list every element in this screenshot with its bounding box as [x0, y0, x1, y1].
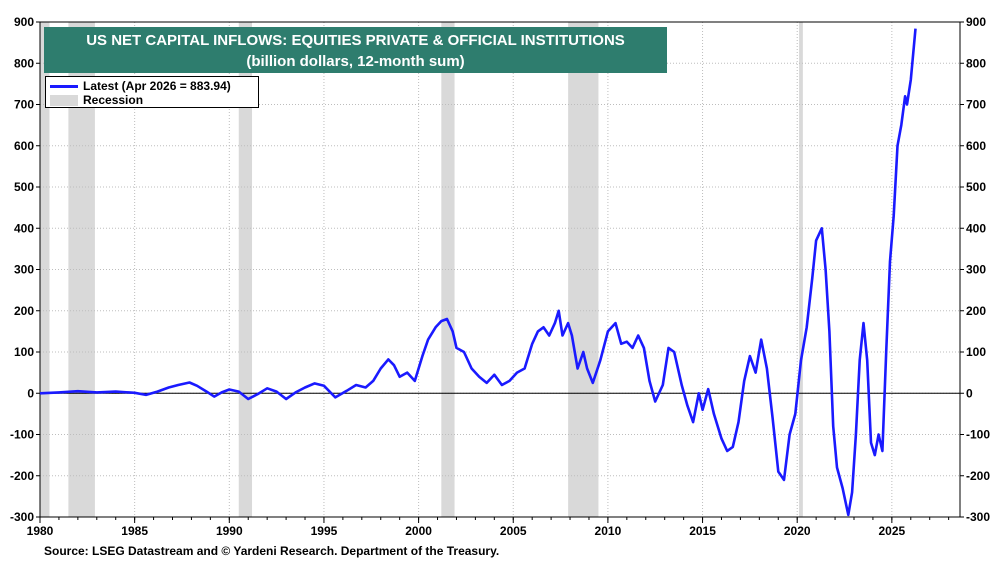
y-tick-label: 100 [14, 345, 34, 359]
y-tick-label-right: 600 [966, 139, 986, 153]
x-tick-label: 2020 [784, 524, 811, 538]
y-tick-label: 600 [14, 139, 34, 153]
y-tick-label: -300 [10, 510, 34, 524]
legend-series-label: Latest (Apr 2026 = 883.94) [83, 79, 231, 93]
legend-line-swatch [50, 84, 78, 88]
y-tick-label-right: 800 [966, 56, 986, 70]
source-note: Source: LSEG Datastream and © Yardeni Re… [44, 544, 500, 558]
y-tick-label: -200 [10, 469, 34, 483]
y-tick-label: -100 [10, 428, 34, 442]
y-tick-label-right: -100 [966, 428, 990, 442]
legend-recession-label: Recession [83, 93, 144, 107]
y-tick-label-right: 100 [966, 345, 986, 359]
legend-recession-swatch [50, 94, 78, 106]
y-axis-left: -300 -200 -100 0 100 200 300 400 500 600 700 800 900 [10, 15, 40, 524]
y-tick-label-right: 900 [966, 15, 986, 29]
x-tick-label: 2010 [595, 524, 622, 538]
x-tick-label: 1995 [311, 524, 338, 538]
y-tick-label: 500 [14, 180, 34, 194]
legend: Latest (Apr 2026 = 883.94) Recession [45, 76, 259, 108]
y-tick-label-right: 200 [966, 304, 986, 318]
y-tick-label: 400 [14, 221, 34, 235]
y-tick-label-right: 0 [966, 386, 973, 400]
legend-item-series: Latest (Apr 2026 = 883.94) [50, 79, 231, 93]
chart-title-box: US NET CAPITAL INFLOWS: EQUITIES PRIVATE… [44, 27, 667, 73]
chart-subtitle: (billion dollars, 12-month sum) [246, 53, 465, 70]
x-tick-label: 1990 [216, 524, 243, 538]
y-axis-right: -300 -200 -100 0 100 200 300 400 500 600 700 800 900 [960, 15, 990, 524]
y-tick-label: 200 [14, 304, 34, 318]
x-tick-label: 2015 [689, 524, 716, 538]
series-line [39, 28, 917, 517]
y-tick-label: 300 [14, 263, 34, 277]
y-tick-label-right: -300 [966, 510, 990, 524]
y-tick-label-right: 300 [966, 263, 986, 277]
chart-title: US NET CAPITAL INFLOWS: EQUITIES PRIVATE… [86, 32, 625, 49]
y-tick-label: 700 [14, 98, 34, 112]
y-tick-label-right: 500 [966, 180, 986, 194]
x-axis: 1980 1985 1990 1995 2000 2005 2010 2015 2020 2025 [27, 517, 950, 538]
legend-item-recession: Recession [50, 93, 143, 107]
y-tick-label: 0 [27, 386, 34, 400]
x-tick-label: 2000 [405, 524, 432, 538]
y-tick-label-right: 400 [966, 221, 986, 235]
y-tick-label: 800 [14, 56, 34, 70]
y-tick-label-right: -200 [966, 469, 990, 483]
recession-band [799, 22, 803, 517]
x-tick-label: 1980 [27, 524, 54, 538]
recession-band [441, 22, 455, 517]
x-tick-label: 2025 [879, 524, 906, 538]
recession-band [40, 22, 50, 517]
x-tick-label: 2005 [500, 524, 527, 538]
series [39, 28, 917, 517]
y-tick-label: 900 [14, 15, 34, 29]
x-tick-label: 1985 [121, 524, 148, 538]
y-tick-label-right: 700 [966, 98, 986, 112]
